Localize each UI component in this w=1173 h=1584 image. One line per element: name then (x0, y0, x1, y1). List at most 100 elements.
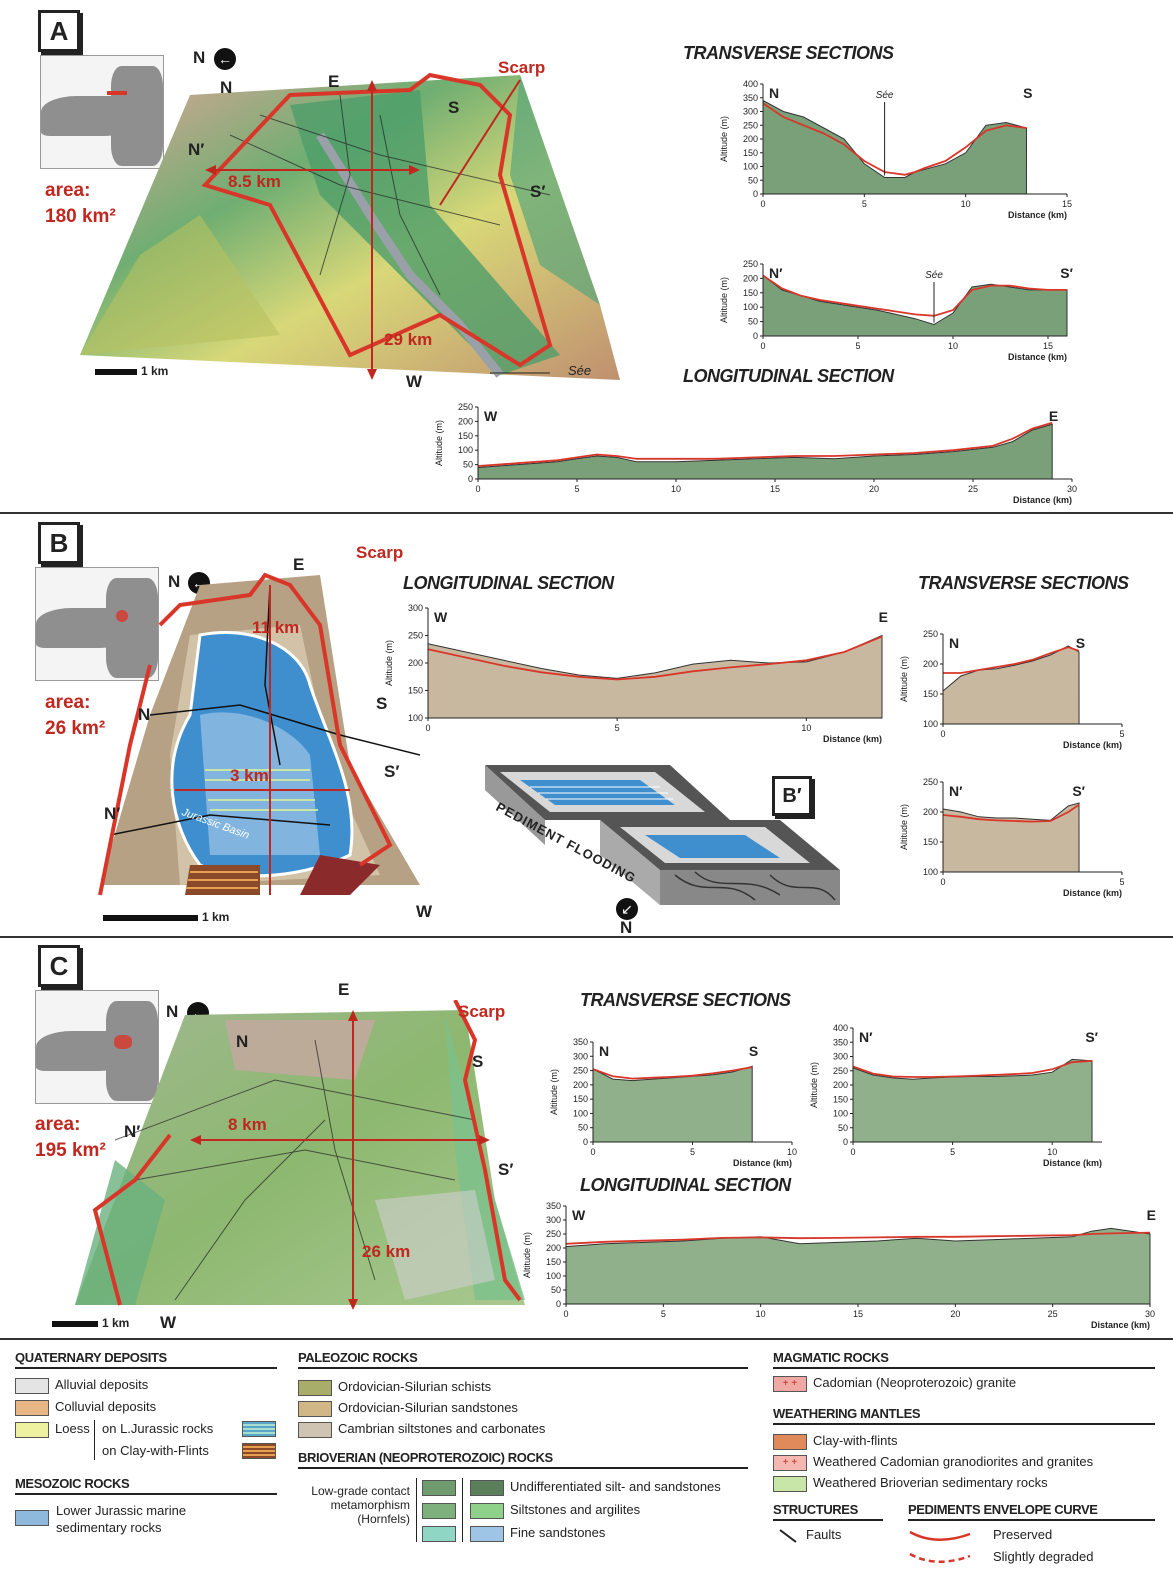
panel-c-map-s: S (472, 1052, 484, 1071)
legend-degraded-label: Slightly degraded (993, 1549, 1094, 1564)
legend-loess: Loess (15, 1420, 90, 1438)
panel-c-length-label: 26 km (362, 1242, 411, 1261)
b-we-end-label-left: W (434, 609, 448, 625)
a-ns-xtick-label: 5 (862, 199, 867, 209)
b-ns-xlabel: Distance (km) (1063, 740, 1122, 750)
a-ns-envelope (762, 102, 1027, 176)
legend-hornfels-label: Low-grade contact metamorphism (Hornfels) (311, 1484, 410, 1526)
a-we-xtick-label: 5 (574, 484, 579, 494)
panel-a-map-n-prime: N′ (188, 140, 205, 159)
panel-a-scarp-label: Scarp (498, 58, 546, 77)
b-ns2-envelope (942, 804, 1080, 823)
b-ns2-xtick-label: 0 (940, 877, 945, 887)
a-we-xtick-label: 15 (770, 484, 780, 494)
a-we-ytick-label: 50 (463, 460, 473, 470)
a-we-xtick-label: 30 (1067, 484, 1077, 494)
a-ns2-profile (762, 274, 1068, 337)
panel-c-area: area: 195 km² (35, 1114, 106, 1161)
a-ns-xtick-label: 0 (760, 199, 765, 209)
legend-loess-swatch (15, 1421, 49, 1438)
c-ns2-ytick-label: 400 (833, 1023, 848, 1033)
legend-fault-icon (779, 1529, 797, 1543)
c-ns2-xtick-label: 5 (950, 1147, 955, 1157)
c-we-envelope (565, 1231, 1151, 1245)
c-ns2-ytick-label: 350 (833, 1037, 848, 1047)
c-ns2-xtick-label: 0 (850, 1147, 855, 1157)
c-we-xtick-label: 0 (563, 1309, 568, 1319)
a-ns-xlabel: Distance (km) (1008, 210, 1067, 220)
a-ns-ytick-label: 300 (743, 107, 758, 117)
panel-b-scarp-label: Scarp (356, 543, 404, 562)
a-ns-end-label-right: S (1023, 85, 1032, 101)
a-we-xtick-label: 10 (671, 484, 681, 494)
c-ns-ylabel: Altitude (m) (549, 1069, 559, 1115)
panel-a-location-inset (40, 55, 164, 169)
c-ns-end-label-right: S (749, 1043, 758, 1059)
panel-a-map-s: S (448, 98, 460, 117)
a-ns-annotation: Sée (876, 90, 894, 101)
b-we-ytick-label: 100 (408, 713, 423, 723)
a-ns2-end-label-left: N′ (769, 265, 783, 281)
c-ns-end-label-left: N (599, 1043, 609, 1059)
c-ns-xlabel: Distance (km) (733, 1158, 792, 1168)
a-we-ytick-label: 150 (458, 431, 473, 441)
a-ns-xtick-label: 10 (961, 199, 971, 209)
c-ns2-profile (852, 1058, 1093, 1143)
panel-c-transverse-title: TRANSVERSE SECTIONS (580, 990, 791, 1010)
b-we-ytick-label: 250 (408, 631, 423, 641)
b-ns2-ytick-label: 100 (923, 867, 938, 877)
a-ns-ytick-label: 250 (743, 120, 758, 130)
panel-a-map-s-prime: S′ (530, 182, 546, 201)
c-ns2-ytick-label: 300 (833, 1052, 848, 1062)
c-we-xtick-label: 10 (756, 1309, 766, 1319)
a-we-envelope (477, 421, 1053, 467)
a-we-ytick-label: 0 (468, 474, 473, 484)
legend-loess-brace (94, 1420, 95, 1460)
legend-loess-clay: on Clay-with-Flints (102, 1443, 209, 1458)
legend-alluvial: Alluvial deposits (15, 1376, 148, 1394)
panel-c-map-w: W (160, 1313, 177, 1332)
panel-a-map-n: N (220, 78, 233, 97)
a-we-xtick-label: 0 (475, 484, 480, 494)
c-we-end-label-left: W (572, 1207, 586, 1223)
b-ns-end-label-left: N (949, 635, 959, 651)
c-we-ytick-label: 250 (546, 1229, 561, 1239)
panel-a-map-e: E (328, 72, 340, 91)
c-we-ytick-label: 50 (551, 1285, 561, 1295)
c-ns-ytick-label: 50 (578, 1123, 588, 1133)
panel-b-width-label: 3 km (230, 766, 269, 785)
bprime-north-label: N (620, 918, 633, 937)
a-ns-ytick-label: 150 (743, 148, 758, 158)
bprime-north-arrow-icon: ↙ (616, 898, 638, 920)
panel-b-length-label: 11 km (252, 618, 300, 637)
panel-b-label: B (38, 522, 80, 564)
legend-brioverian-divider (462, 1478, 463, 1542)
panel-b-map-w: W (416, 902, 433, 921)
b-ns2-ytick-label: 150 (923, 837, 938, 847)
c-ns-ytick-label: 100 (573, 1108, 588, 1118)
a-we-profile (477, 423, 1053, 480)
a-ns2-envelope (762, 274, 1067, 317)
legend-colluvial: Colluvial deposits (15, 1398, 156, 1416)
a-we-ytick-label: 250 (458, 402, 473, 412)
c-ns2-ytick-label: 100 (833, 1109, 848, 1119)
legend-magmatic-title: MAGMATIC ROCKS (773, 1350, 1155, 1369)
b-we-xtick-label: 10 (801, 723, 811, 733)
panel-a-width-label: 8.5 km (228, 172, 281, 191)
panel-c-location-inset (35, 990, 159, 1104)
legend-siltstones: Siltstones and argilites (470, 1501, 640, 1519)
panel-c-map-n-prime: N′ (124, 1122, 141, 1141)
a-we-xtick-label: 25 (968, 484, 978, 494)
c-ns2-xtick-label: 10 (1047, 1147, 1057, 1157)
legend-loess-jurassic: on L.Jurassic rocks (102, 1421, 214, 1436)
b-ns2-end-label-left: N′ (949, 783, 963, 799)
c-ns-ytick-label: 200 (573, 1080, 588, 1090)
panel-b-map-s: S (376, 694, 388, 713)
legend-alluvial-swatch (15, 1377, 49, 1394)
legend-brioverian-title: BRIOVERIAN (NEOPROTEROZOIC) ROCKS (298, 1450, 748, 1469)
a-ns2-ytick-label: 200 (743, 273, 758, 283)
a-ns-ytick-label: 200 (743, 134, 758, 144)
legend-undiff-silt: Undifferentiated silt- and sandstones (470, 1478, 721, 1496)
c-ns-ytick-label: 150 (573, 1094, 588, 1104)
divider-c-legend (0, 1338, 1173, 1340)
